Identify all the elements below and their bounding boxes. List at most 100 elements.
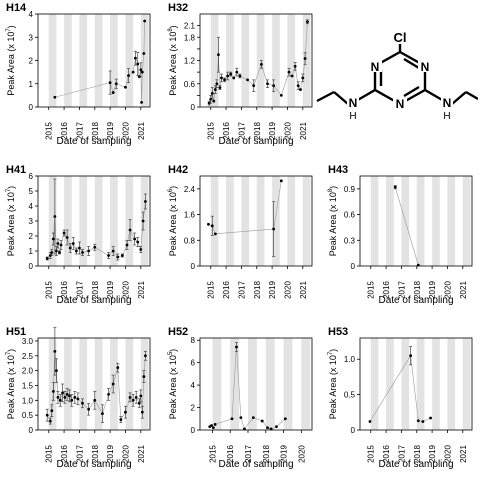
data-point (368, 420, 372, 423)
year-band (302, 176, 311, 266)
chart-panel-h51: H51 0 0.5 1.0 1.5 2.0 2.5 3.0 2015 2016 2017 2018 20… (6, 326, 151, 470)
data-point (416, 419, 420, 423)
data-point (235, 345, 238, 349)
y-tick-label: 1 (29, 247, 34, 256)
year-band (256, 176, 265, 266)
y-tick-label: 0 (29, 262, 34, 271)
year-band (212, 338, 222, 430)
data-point (70, 398, 74, 402)
data-point (73, 395, 77, 399)
x-tick-label: 2017 (237, 281, 246, 299)
x-tick-label: 2019 (268, 122, 277, 140)
amine-h-label-right: H (443, 111, 450, 122)
amine-h-label-left: H (349, 111, 356, 122)
plot-frame (199, 175, 313, 267)
data-point (59, 243, 63, 247)
data-point (51, 390, 55, 393)
x-tick-label: 2016 (382, 445, 391, 463)
data-point (232, 76, 236, 80)
x-tick-label: 2016 (60, 122, 69, 140)
data-point (409, 354, 413, 358)
y-tick-label: 1.8 (184, 33, 196, 42)
data-point (93, 245, 97, 249)
year-band (226, 14, 234, 107)
year-band (272, 176, 280, 266)
data-point (210, 92, 214, 95)
year-band (416, 176, 425, 266)
y-tick-label: 8 (191, 336, 196, 345)
data-point (124, 85, 127, 89)
x-tick-label: 2015 (45, 122, 54, 140)
panel-title: H42 (168, 164, 188, 176)
y-axis-label: Peak Area (x 107) (6, 186, 16, 256)
year-band (265, 338, 275, 430)
x-tick-label: 2018 (91, 445, 100, 463)
year-band (302, 14, 311, 107)
data-point (65, 236, 69, 239)
year-band (210, 176, 219, 266)
data-point (93, 398, 97, 402)
ring-n-label-left: N (371, 60, 380, 74)
year-band (283, 338, 293, 430)
x-tick-label: 2016 (60, 445, 69, 463)
chart-panel-h32: H32 0 0.6 1.2 1.8 2.1 2015 2016 2017 2018 2019 2020… (168, 2, 313, 147)
y-tick-label: 4 (29, 202, 34, 211)
x-tick-label: 2018 (253, 281, 262, 299)
year-band (110, 176, 118, 266)
y-tick-label: 1.0 (22, 396, 34, 405)
year-band (301, 338, 311, 430)
x-tick-label: 2019 (106, 445, 115, 463)
x-axis-label: Date of sampling (218, 459, 293, 470)
year-band (79, 14, 88, 107)
data-point (217, 53, 220, 57)
data-point (48, 419, 52, 423)
x-tick-label: 2021 (137, 281, 146, 299)
data-point (62, 231, 66, 235)
y-axis-label: Peak Area (x 107) (6, 349, 16, 419)
x-tick-label: 2015 (45, 281, 54, 299)
year-band (432, 338, 440, 430)
y-tick-label: 0.6 (344, 211, 356, 220)
data-point (141, 219, 145, 223)
year-band (230, 338, 240, 430)
data-point (53, 215, 57, 218)
y-axis-label: Peak Area (x 107) (6, 25, 16, 95)
data-point (226, 74, 230, 78)
data-point (119, 418, 123, 422)
data-point (111, 382, 115, 386)
data-point (55, 369, 58, 373)
data-point (137, 75, 141, 79)
data-point (210, 424, 213, 427)
data-point (53, 349, 57, 353)
y-tick-label: 0 (191, 426, 196, 435)
y-axis-label: Peak Area (x 108) (328, 186, 338, 256)
data-point (305, 20, 309, 24)
data-point (142, 375, 146, 378)
panel-title: H43 (328, 164, 348, 176)
data-point (61, 391, 64, 395)
data-point (303, 57, 307, 60)
data-point (272, 227, 276, 231)
data-point (107, 392, 110, 396)
x-tick-label: 2017 (397, 281, 406, 299)
x-tick-label: 2020 (297, 445, 306, 463)
data-point (56, 242, 60, 245)
x-tick-label: 2020 (283, 281, 292, 299)
y-tick-label: 0 (351, 426, 356, 435)
y-axis-label: Peak Area (x 107) (328, 349, 338, 419)
year-band (248, 338, 257, 430)
data-point (140, 70, 144, 74)
x-tick-label: 2019 (268, 281, 277, 299)
x-tick-label: 2021 (299, 281, 308, 299)
x-tick-label: 2015 (208, 445, 217, 463)
y-tick-label: 2.1 (184, 22, 196, 31)
x-tick-label: 2021 (137, 445, 146, 463)
data-point (74, 249, 78, 253)
x-tick-label: 2017 (237, 122, 246, 140)
data-point (76, 397, 80, 401)
data-point (68, 394, 71, 398)
data-point (243, 427, 246, 431)
y-tick-label: 0.6 (184, 80, 196, 89)
data-point (266, 82, 269, 86)
ring-n-label-bottom: N (396, 97, 405, 111)
